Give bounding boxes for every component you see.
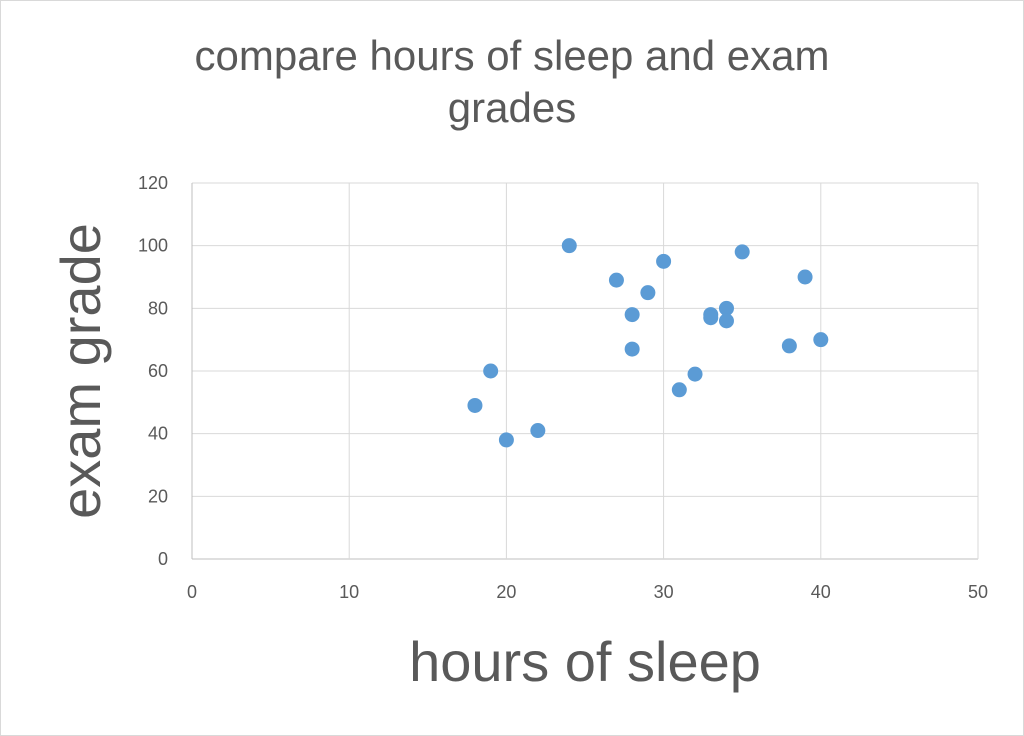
data-point [656,253,672,269]
y-tick-label: 100 [138,236,168,256]
data-point [561,238,577,254]
data-point [797,269,813,285]
data-point [624,341,640,357]
data-point [498,432,514,448]
data-point [671,382,687,398]
x-tick-label: 30 [654,582,674,602]
x-axis-title: hours of sleep [409,630,761,693]
x-tick-label: 20 [496,582,516,602]
data-point [624,307,640,323]
data-point [718,313,734,329]
y-tick-label: 120 [138,173,168,193]
data-point [530,423,546,439]
data-points [467,238,829,448]
y-tick-label: 60 [148,361,168,381]
y-tick-label: 0 [158,549,168,569]
x-tick-label: 50 [968,582,988,602]
x-tick-label: 10 [339,582,359,602]
data-point [703,310,719,326]
x-tick-label: 0 [187,582,197,602]
y-axis-ticks: 0 20 40 60 80 100 120 [138,173,168,569]
data-point [781,338,797,354]
data-point [608,272,624,288]
data-point [813,332,829,348]
x-axis-ticks: 0 10 20 30 40 50 [187,582,988,602]
y-tick-label: 80 [148,298,168,318]
y-axis-title: exam grade [49,223,112,519]
chart-title: compare hours of sleep and exam grades [194,32,830,131]
y-tick-label: 40 [148,424,168,444]
data-point [467,397,483,413]
data-point [483,363,499,379]
data-point [640,285,656,301]
data-point [718,300,734,316]
x-tick-label: 40 [811,582,831,602]
y-tick-label: 20 [148,486,168,506]
data-point [734,244,750,260]
data-point [687,366,703,382]
gridlines [191,182,979,560]
